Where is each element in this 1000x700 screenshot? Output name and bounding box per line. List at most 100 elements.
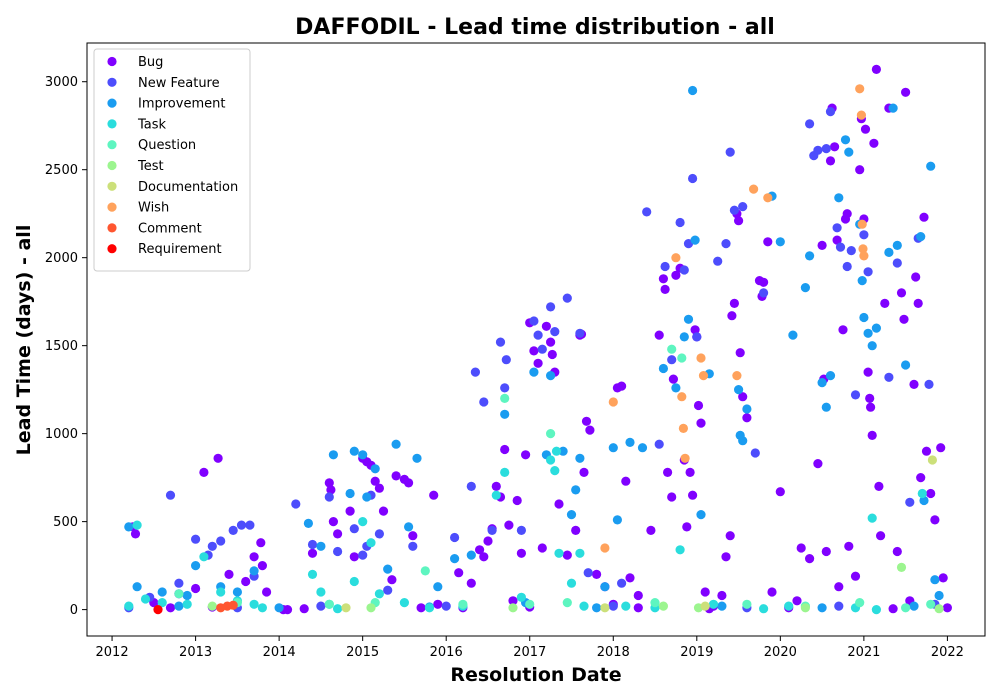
point-new-feature xyxy=(533,330,543,340)
point-task xyxy=(216,587,226,597)
point-improvement xyxy=(566,509,577,520)
point-new-feature xyxy=(759,288,769,298)
point-test xyxy=(508,603,518,613)
point-bug xyxy=(416,603,426,613)
point-improvement xyxy=(433,582,443,592)
point-improvement xyxy=(383,564,393,574)
point-bug xyxy=(805,554,815,564)
point-improvement xyxy=(529,367,539,377)
point-new-feature xyxy=(307,539,318,550)
point-test xyxy=(658,601,669,611)
point-improvement xyxy=(683,314,694,324)
point-bug xyxy=(667,492,677,502)
point-wish xyxy=(749,184,759,194)
point-bug xyxy=(913,298,923,308)
point-new-feature xyxy=(884,372,894,382)
point-bug xyxy=(813,459,823,469)
point-bug xyxy=(571,525,581,536)
point-test xyxy=(934,604,944,614)
point-improvement xyxy=(916,232,926,242)
point-bug xyxy=(838,325,848,335)
point-bug xyxy=(725,531,735,541)
point-improvement xyxy=(404,522,414,532)
point-new-feature xyxy=(500,383,510,393)
point-task xyxy=(566,578,577,588)
point-task xyxy=(366,538,376,548)
point-bug xyxy=(690,325,700,335)
point-improvement xyxy=(859,312,869,323)
point-bug xyxy=(738,392,748,402)
point-improvement xyxy=(679,332,689,342)
point-improvement xyxy=(821,402,831,412)
point-bug xyxy=(899,314,909,324)
point-bug xyxy=(734,216,744,226)
point-task xyxy=(374,589,384,599)
point-new-feature xyxy=(832,223,842,233)
x-tick-label: 2017 xyxy=(513,645,546,660)
point-improvement xyxy=(546,371,556,381)
point-documentation xyxy=(927,455,938,465)
point-test xyxy=(207,601,217,611)
legend-marker-requirement xyxy=(107,244,117,254)
point-documentation xyxy=(700,601,710,611)
point-bug xyxy=(658,274,669,284)
point-new-feature xyxy=(842,261,852,272)
point-bug xyxy=(654,330,664,340)
point-task xyxy=(621,601,631,611)
point-question xyxy=(174,589,184,599)
point-improvement xyxy=(840,135,851,145)
point-improvement xyxy=(825,371,836,381)
point-bug xyxy=(483,536,493,546)
point-improvement xyxy=(788,330,798,340)
legend-marker-wish xyxy=(107,202,117,212)
point-new-feature xyxy=(479,397,489,407)
point-wish xyxy=(600,543,610,553)
point-new-feature xyxy=(675,217,685,228)
y-tick-label: 1000 xyxy=(45,427,78,442)
point-new-feature xyxy=(550,327,560,337)
point-wish xyxy=(678,423,689,433)
point-improvement xyxy=(345,488,355,499)
point-bug xyxy=(625,573,635,583)
point-bug xyxy=(521,450,531,460)
point-question xyxy=(650,598,660,608)
point-bug xyxy=(842,209,852,219)
point-bug xyxy=(554,499,564,509)
point-bug xyxy=(844,541,854,551)
point-improvement xyxy=(658,363,669,374)
y-tick-label: 3000 xyxy=(45,75,78,90)
point-bug xyxy=(537,543,547,553)
point-new-feature xyxy=(692,332,702,342)
point-new-feature xyxy=(441,601,451,611)
point-new-feature xyxy=(316,601,326,611)
point-improvement xyxy=(690,235,700,245)
x-tick-label: 2019 xyxy=(680,645,713,660)
point-new-feature xyxy=(324,492,334,502)
point-improvement xyxy=(558,446,568,456)
point-question xyxy=(500,393,510,403)
point-bug xyxy=(454,568,464,578)
point-new-feature xyxy=(466,481,476,491)
point-bug xyxy=(693,400,704,411)
point-new-feature xyxy=(654,439,664,449)
x-tick-label: 2018 xyxy=(597,645,630,660)
point-improvement xyxy=(888,103,898,113)
y-tick-label: 1500 xyxy=(45,339,78,354)
point-bug xyxy=(378,506,389,516)
point-improvement xyxy=(391,439,401,449)
point-improvement xyxy=(919,495,929,506)
chart-title: DAFFODIL - Lead time distribution - all xyxy=(295,15,775,40)
y-tick-label: 500 xyxy=(53,515,78,530)
point-bug xyxy=(282,605,293,615)
point-question xyxy=(420,566,430,576)
point-new-feature xyxy=(721,239,731,249)
point-new-feature xyxy=(245,520,255,530)
point-bug xyxy=(874,481,884,491)
point-bug xyxy=(688,490,698,500)
point-bug xyxy=(491,481,501,491)
point-question xyxy=(901,603,911,613)
point-question xyxy=(926,599,936,609)
point-bug xyxy=(860,124,871,134)
point-new-feature xyxy=(850,390,861,400)
point-bug xyxy=(433,599,443,609)
